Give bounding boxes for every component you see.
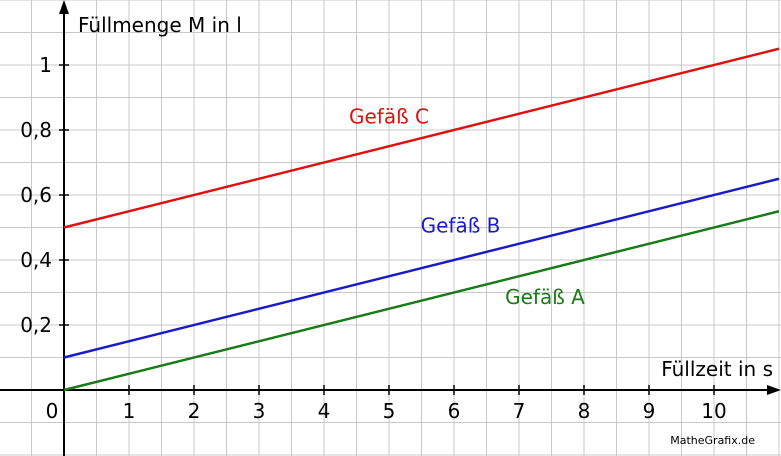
series-label: Gefäß B [421, 213, 501, 237]
series-line [63, 210, 780, 392]
x-tick-label: 9 [643, 399, 656, 423]
x-tick-label: 10 [701, 399, 726, 423]
y-tick-label: 0,8 [20, 118, 52, 142]
series-label: Gefäß A [505, 285, 585, 309]
x-axis-label: Füllzeit in s [661, 357, 773, 381]
x-tick-label: 4 [318, 399, 331, 423]
y-axis-label: Füllmenge M in l [78, 13, 242, 37]
x-tick-label: 5 [383, 399, 396, 423]
x-axis-arrow [767, 385, 781, 395]
y-tick-label: 1 [39, 53, 52, 77]
y-tick-label: 0,6 [20, 183, 52, 207]
x-tick-label: 8 [578, 399, 591, 423]
x-tick-label: 7 [513, 399, 526, 423]
x-tick-label: 6 [448, 399, 461, 423]
y-tick-label: 0,2 [20, 313, 52, 337]
series: Gefäß A Gefäß B Gefäß C [63, 47, 780, 392]
credit-text: MatheGrafix.de [670, 434, 755, 447]
x-tick-label: 2 [188, 399, 201, 423]
x-tick-label: 1 [123, 399, 136, 423]
series-label: Gefäß C [349, 105, 429, 129]
ticks: 1 2 3 4 5 6 7 8 9 10 0,2 0,4 0,6 0,8 1 [20, 53, 727, 423]
y-tick-label: 0,4 [20, 248, 52, 272]
series-line [63, 47, 780, 229]
series-line [63, 177, 780, 359]
x-tick-label: 3 [253, 399, 266, 423]
origin-label: 0 [46, 399, 59, 423]
y-axis-arrow [59, 0, 69, 14]
